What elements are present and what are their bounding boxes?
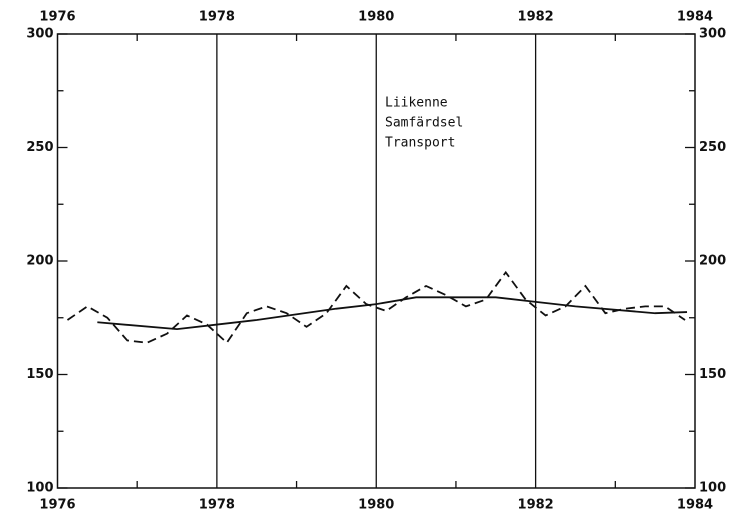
- annotation: Liikenne: [385, 96, 448, 111]
- x-tick-label: 1980: [358, 498, 394, 513]
- x-tick-label: 1984: [677, 498, 713, 513]
- x-top-tick-label: 1978: [199, 10, 235, 25]
- x-top-tick-label: 1980: [358, 10, 394, 25]
- x-top-tick-label: 1976: [39, 10, 75, 25]
- x-tick-label: 1976: [39, 498, 75, 513]
- y2-tick-label: 300: [699, 27, 726, 42]
- x-top-tick-label: 1984: [677, 10, 713, 25]
- y2-tick-label: 100: [699, 481, 726, 496]
- line-quarterly: [66, 270, 686, 345]
- annotation: Transport: [385, 136, 455, 151]
- y-tick-label: 100: [26, 481, 53, 496]
- x-tick-label: 1978: [199, 498, 235, 513]
- line-trend: [97, 296, 688, 331]
- y-tick-label: 250: [26, 140, 53, 155]
- y-tick-label: 300: [26, 27, 53, 42]
- y-tick-label: 200: [26, 254, 53, 269]
- y2-tick-label: 250: [699, 140, 726, 155]
- y2-tick-label: 150: [699, 367, 726, 382]
- y2-tick-label: 200: [699, 254, 726, 269]
- x-tick-label: 1982: [518, 498, 554, 513]
- x-top-tick-label: 1982: [518, 10, 554, 25]
- annotation: Samfärdsel: [385, 116, 463, 131]
- y-tick-label: 150: [26, 367, 53, 382]
